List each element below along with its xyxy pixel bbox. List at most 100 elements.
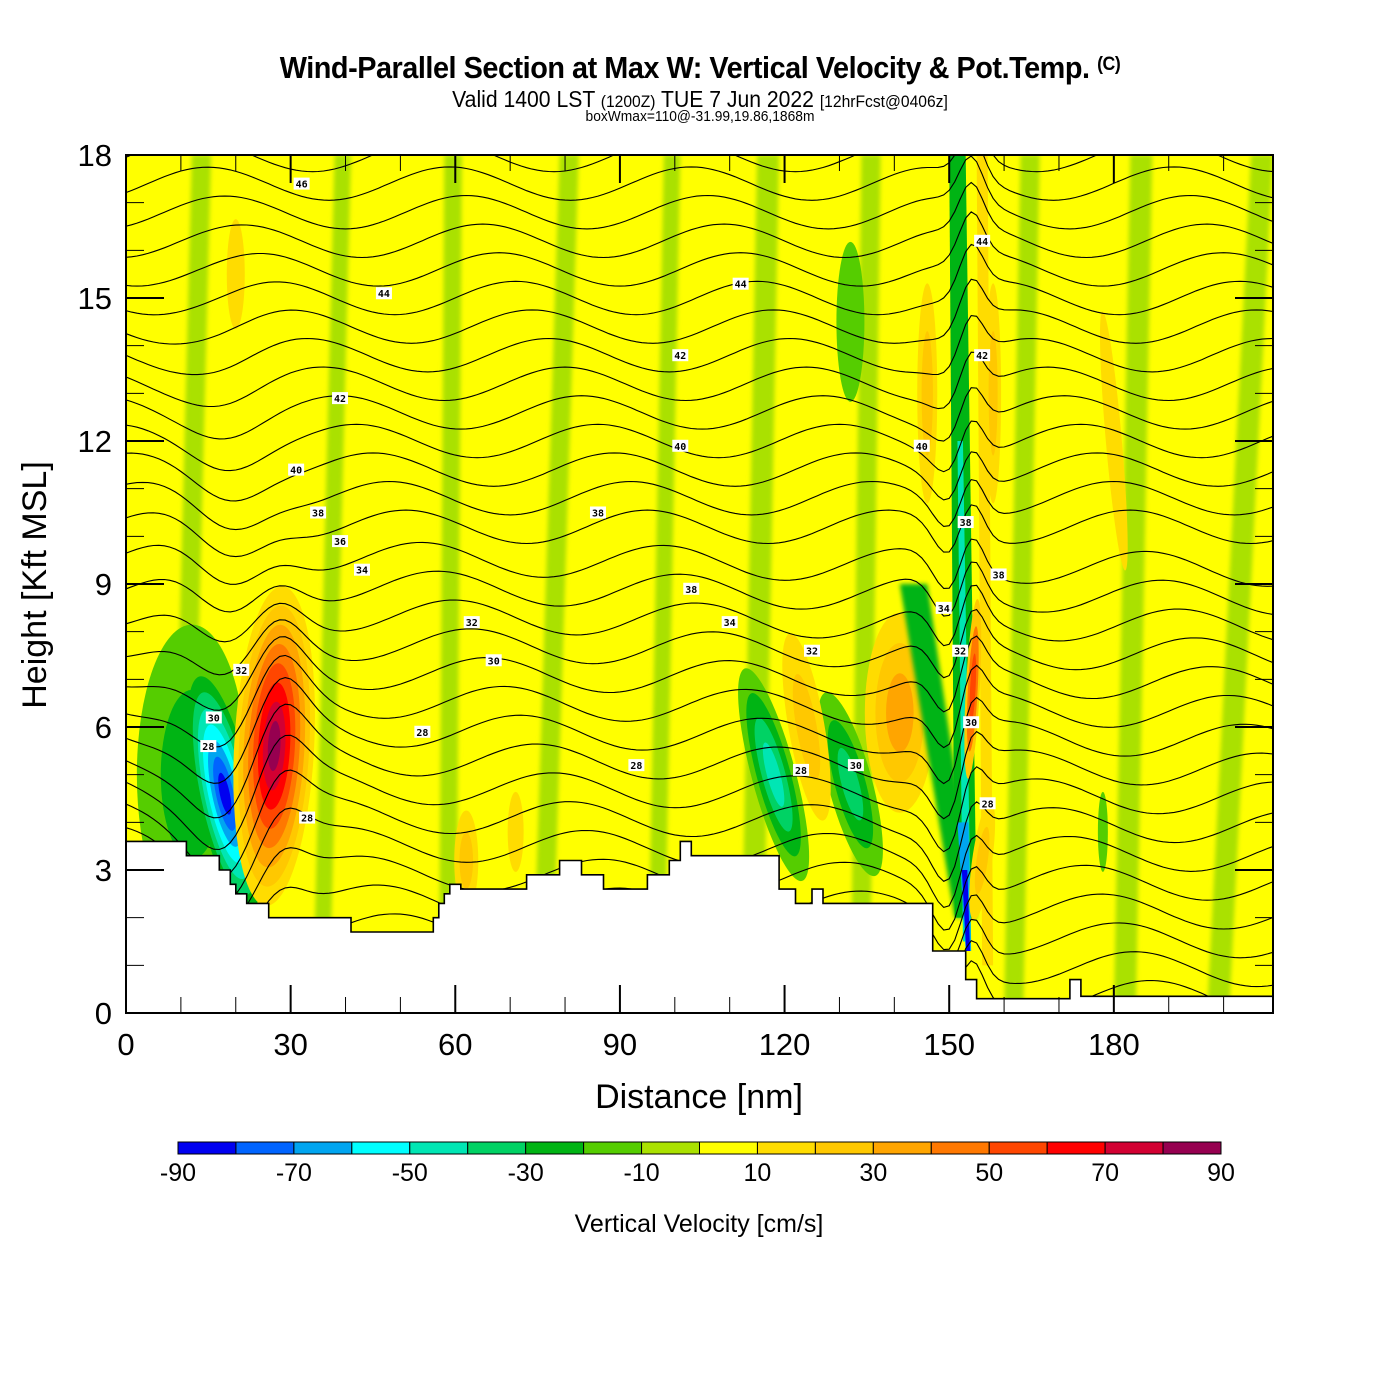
theta-contour-line xyxy=(126,654,1273,749)
colorbar-tick-label: 10 xyxy=(744,1159,772,1187)
colorbar-swatch xyxy=(641,1141,700,1155)
contour-label-bg xyxy=(375,287,392,300)
contour-label-bg xyxy=(485,654,502,667)
contour-label-bg xyxy=(957,516,974,529)
theta-contour-line xyxy=(126,677,1273,785)
contour-label-bg xyxy=(299,811,316,824)
colorbar-swatch xyxy=(351,1141,411,1155)
contour-label-bg xyxy=(952,644,969,657)
x-tick-label: 60 xyxy=(438,1027,472,1062)
contour-label: 46 xyxy=(293,177,310,191)
contour-label-bg xyxy=(628,759,645,772)
theta-contour-line xyxy=(126,703,1273,820)
contour-label-bg xyxy=(990,568,1007,581)
contour-label: 30 xyxy=(205,711,222,724)
contour-label-text: 28 xyxy=(301,814,313,825)
contour-label-text: 28 xyxy=(202,742,214,753)
contour-label: 30 xyxy=(963,716,980,729)
contour-labels: 46 44 44 44 42 42 42 40 40 40 38 38 38 38 38 36 34 34 34 32… xyxy=(200,177,1007,825)
x-tick-label: 90 xyxy=(603,1027,637,1062)
contour-label: 30 xyxy=(485,654,502,667)
colorbar-tick-label: -70 xyxy=(276,1159,312,1187)
weak-downdraft-band xyxy=(438,155,462,1013)
colorbar-tick-label: -10 xyxy=(623,1159,659,1187)
colorbar-swatch xyxy=(872,1141,932,1155)
contour-label-text: 32 xyxy=(954,647,966,658)
updraft-core xyxy=(1099,311,1128,571)
colorbar-swatch xyxy=(583,1141,643,1155)
contour-label: 44 xyxy=(974,234,991,248)
weak-downdraft-band xyxy=(740,155,780,1013)
theta-contours xyxy=(126,155,1273,1013)
contour-label-bg xyxy=(310,506,327,519)
chart-title: Wind-Parallel Section at Max W: Vertical… xyxy=(49,50,1351,86)
y-tick-label: 18 xyxy=(78,138,112,173)
contour-label: 28 xyxy=(628,759,645,772)
contour-label: 38 xyxy=(310,506,327,520)
box-wmax-annotation: boxWmax=110@-31.99,19.86,1868m xyxy=(585,108,815,125)
theta-contour-line xyxy=(126,387,1273,442)
contour-label: 40 xyxy=(288,463,305,477)
contour-label-text: 34 xyxy=(724,618,736,629)
theta-contour-line xyxy=(126,584,1273,647)
colorbar-tick-label: 50 xyxy=(975,1159,1003,1187)
contour-label-bg xyxy=(974,349,991,362)
contour-label: 28 xyxy=(200,740,217,753)
contour-label-bg xyxy=(205,711,222,724)
theta-contour-line xyxy=(126,769,1273,882)
contour-label-bg xyxy=(804,644,821,657)
x-tick-label: 0 xyxy=(117,1027,134,1062)
theta-contour-line xyxy=(126,538,1273,589)
downdraft-core xyxy=(837,747,864,821)
contour-label-text: 30 xyxy=(488,656,500,667)
contour-label-text: 38 xyxy=(312,509,324,520)
downdraft-core xyxy=(762,742,785,807)
theta-contour-line xyxy=(126,635,1273,713)
contour-label-text: 44 xyxy=(976,237,988,248)
theta-contour-line xyxy=(126,420,1273,473)
colorbar-tick-label: 30 xyxy=(859,1159,887,1187)
contour-label: 38 xyxy=(957,516,974,529)
theta-contour-line xyxy=(126,155,1273,201)
updraft-core xyxy=(886,673,914,753)
colorbar-title: Vertical Velocity [cm/s] xyxy=(575,1210,824,1238)
forecast-info: [12hrFcst@0406z] xyxy=(819,92,948,111)
x-tick-label: 180 xyxy=(1088,1027,1140,1062)
contour-label: 28 xyxy=(414,725,431,739)
contour-label-text: 32 xyxy=(806,647,818,658)
colorbar: -90 -70 -50 -30 -10 10 30 50 70 90 xyxy=(160,1141,1235,1187)
contour-label-text: 40 xyxy=(916,442,928,453)
contour-label-bg xyxy=(974,234,991,247)
contour-label-text: 46 xyxy=(296,180,308,191)
contour-label: 30 xyxy=(847,759,864,772)
contour-label: 42 xyxy=(672,349,689,362)
x-tick-label: 30 xyxy=(273,1027,307,1062)
contour-label-bg xyxy=(672,349,689,362)
contour-label: 28 xyxy=(979,797,996,810)
contour-label-text: 30 xyxy=(850,761,862,772)
contour-label-bg xyxy=(233,663,250,676)
terrain xyxy=(126,840,1273,1013)
contour-label: 34 xyxy=(721,616,738,629)
y-tick-label: 0 xyxy=(95,996,112,1031)
colorbar-swatch xyxy=(177,1141,237,1155)
contour-label-text: 38 xyxy=(960,518,972,529)
updraft-core xyxy=(226,219,245,330)
colorbar-swatch xyxy=(1104,1141,1164,1155)
colorbar-swatch xyxy=(756,1141,816,1155)
contour-label-text: 44 xyxy=(378,289,390,300)
contour-label: 40 xyxy=(913,439,930,453)
theta-contour-line xyxy=(126,315,1273,376)
contour-label-text: 28 xyxy=(630,761,642,772)
contour-label-text: 40 xyxy=(674,442,686,453)
contour-label-bg xyxy=(332,535,349,548)
contour-label-bg xyxy=(332,392,349,405)
theta-contour-line xyxy=(126,181,1273,259)
contour-label: 40 xyxy=(672,439,689,453)
colorbar-swatch xyxy=(467,1141,527,1155)
contour-label-text: 34 xyxy=(938,604,950,615)
theta-contour-line xyxy=(126,451,1273,502)
copyright-mark: (C) xyxy=(1097,54,1121,75)
valid-time-utc: (1200Z) xyxy=(600,92,656,111)
updraft-core xyxy=(969,653,977,725)
